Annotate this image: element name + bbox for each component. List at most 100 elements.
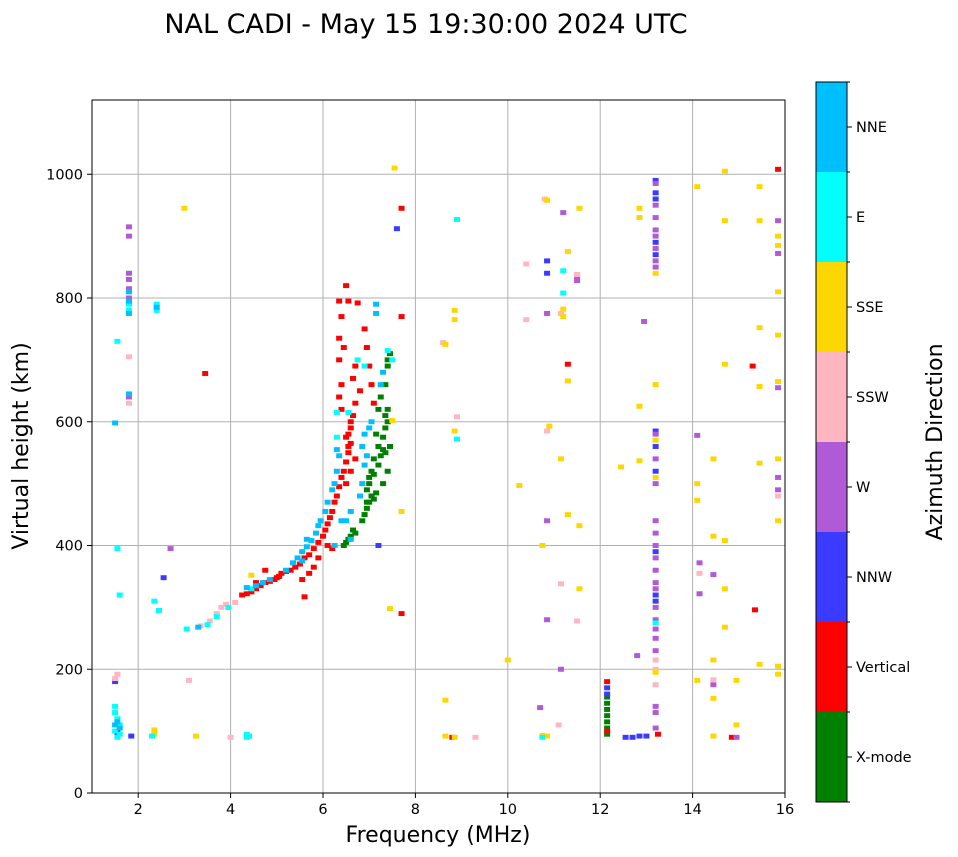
echo-point-e [116,722,123,728]
echo-point-sse [636,458,643,464]
echo-point-x-mode [380,481,387,487]
echo-point-w [652,431,659,437]
x-tick-label: 2 [134,802,143,818]
echo-point-ssw [555,722,562,728]
echo-point-vertical [315,539,322,545]
echo-point-ssw [125,400,132,406]
echo-point-x-mode [604,706,611,712]
echo-point-x-mode [363,499,370,505]
echo-point-nne [125,391,132,397]
echo-point-x-mode [366,474,373,480]
colorbar-swatch [816,262,847,352]
echo-point-e [225,604,232,610]
echo-point-sse [546,423,553,429]
grid-lines [92,100,786,794]
echo-point-w [634,653,641,659]
colorbar-category-label: NNE [856,120,887,136]
echo-point-ssw [206,618,213,624]
echo-point-sse [733,722,740,728]
echo-point-sse [652,382,659,388]
echo-point-w [775,250,782,256]
echo-point-ssw [775,493,782,499]
echo-point-nne [377,382,384,388]
x-tick-label: 8 [411,802,420,818]
echo-point-vertical [343,434,350,440]
echo-point-sse [617,464,624,470]
colorbar-category-label: E [856,210,865,226]
echo-point-nne [125,310,132,316]
echo-point-x-mode [382,450,389,456]
echo-point-vertical [336,335,343,341]
echo-point-sse [694,497,701,503]
echo-point-nne [359,481,366,487]
echo-point-w [652,567,659,573]
echo-point-vertical [345,450,352,456]
echo-point-nnw [652,239,659,245]
echo-point-nne [259,580,266,586]
echo-point-sse [576,586,583,592]
echo-point-nnw [652,428,659,434]
echo-point-nne [112,420,119,426]
echo-point-e [246,733,253,739]
echo-point-x-mode [377,394,384,400]
echo-point-vertical [324,543,331,548]
echo-point-w [652,725,659,731]
echo-point-nne [359,444,366,449]
echo-point-nne [195,624,202,630]
echo-point-sse [721,218,728,224]
echo-point-vertical [347,468,354,474]
echo-point-sse [451,428,458,434]
echo-point-ssw [557,310,564,316]
echo-point-w [652,586,659,592]
echo-point-vertical [319,533,327,539]
colorbar-frame [815,81,848,803]
echo-point-vertical [306,552,313,558]
echo-point-x-mode [604,713,611,719]
echo-point-ssw [125,354,132,360]
colorbar-label: Azimuth Direction [923,343,948,540]
echo-point-ssw [523,261,530,267]
echo-point-x-mode [604,694,611,700]
echo-point-sse [451,307,458,313]
echo-point-nnw [128,733,135,739]
echo-point-e [153,301,160,307]
echo-point-ssw [523,317,530,323]
echo-point-w [641,319,648,324]
echo-point-vertical [354,300,361,306]
echo-point-w [775,385,782,391]
echo-point-sse [756,460,763,466]
echo-point-vertical [262,567,269,573]
echo-point-ssw [453,414,460,420]
echo-point-vertical [331,499,338,505]
echo-point-w [125,276,132,282]
echo-point-nne [347,536,354,542]
echo-point-w [652,635,659,641]
echo-point-nne [114,719,121,725]
echo-point-vertical [345,431,352,437]
echo-point-nne [361,462,368,468]
echo-point-e [125,307,132,313]
echo-point-w [652,530,659,536]
echo-point-nnw [652,196,659,202]
echo-point-nne [303,536,310,542]
echo-point-vertical [340,468,347,474]
echo-point-x-mode [375,462,382,468]
echo-point-ssw [114,671,121,677]
x-tick-label: 14 [683,802,701,818]
echo-point-e [333,409,340,415]
echo-point-x-mode [382,413,389,419]
echo-point-sse [775,289,782,295]
echo-point-nne [299,558,306,564]
echo-point-w [537,705,544,711]
echo-point-nne [331,481,338,487]
echo-point-nne [294,555,301,561]
echo-point-vertical [345,444,352,449]
y-tick-label: 400 [55,539,83,555]
echo-point-vertical [299,577,306,583]
echo-point-x-mode [384,357,391,363]
echo-point-nne [299,549,306,555]
echo-point-vertical [564,361,571,367]
echo-point-vertical [343,481,350,487]
echo-point-w [652,227,659,233]
